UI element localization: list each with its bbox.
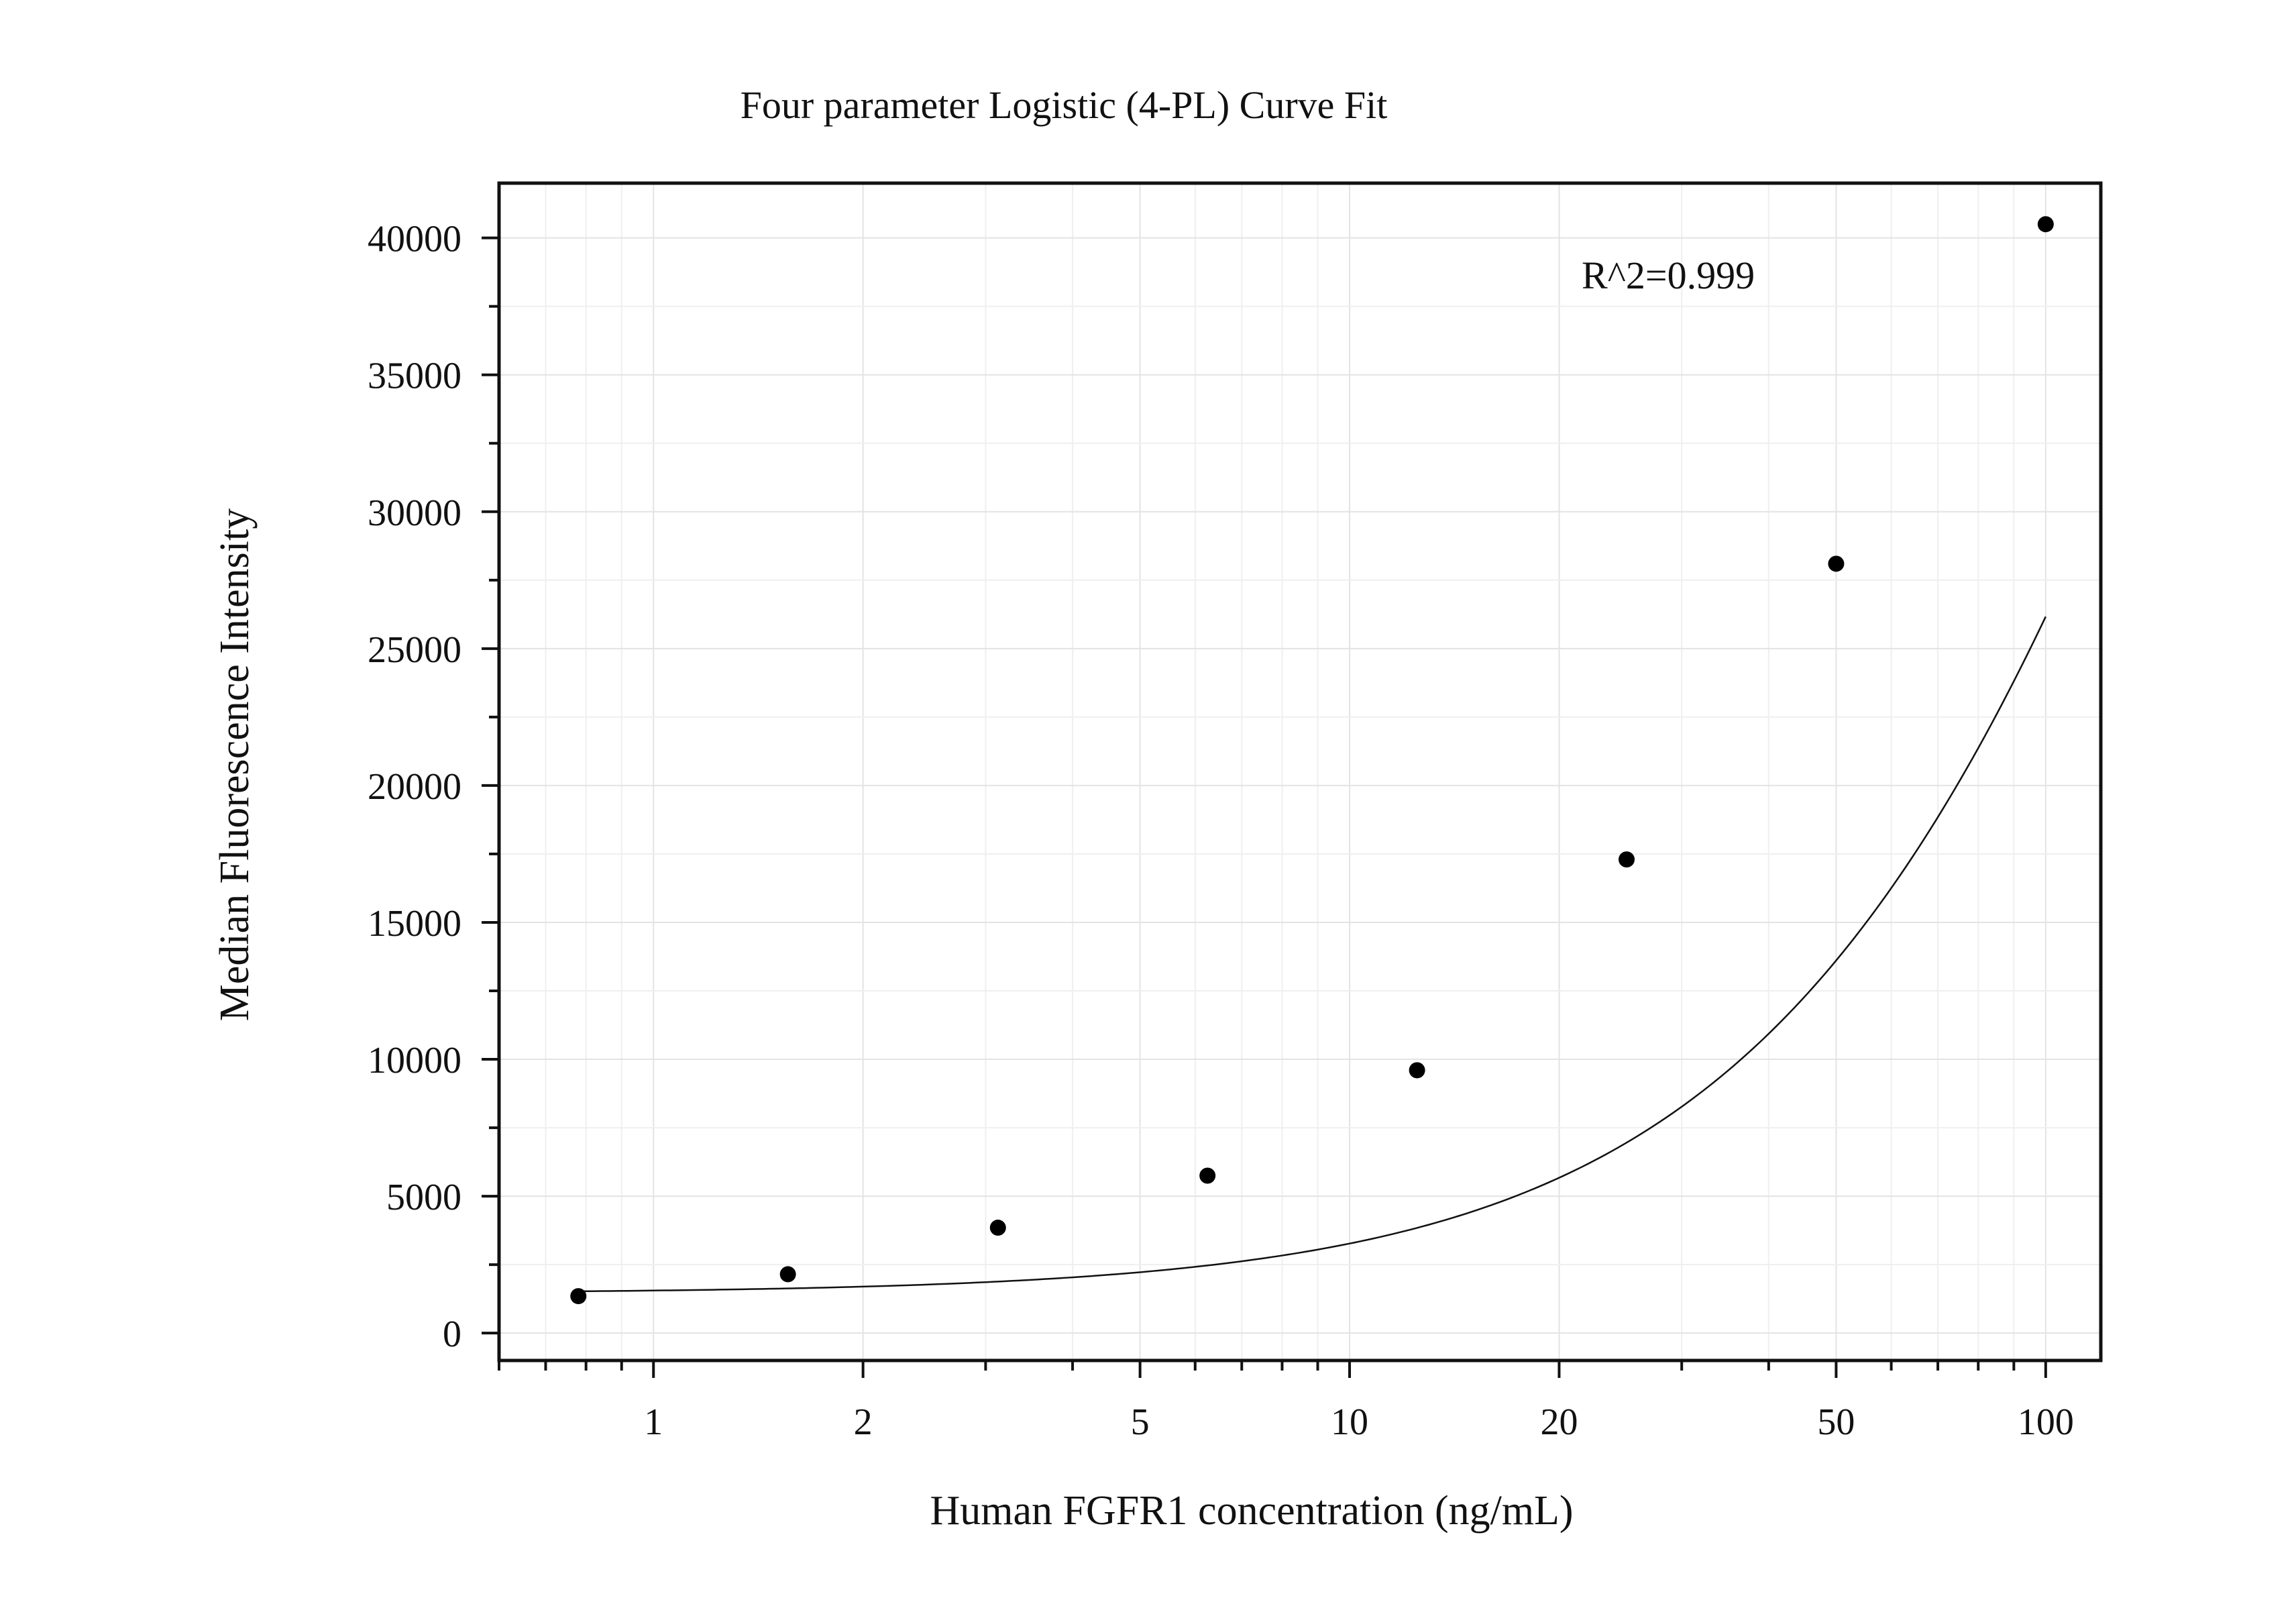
- x-tick-label: 20: [1540, 1401, 1578, 1443]
- fit-curve: [578, 616, 2046, 1293]
- tick-labels: 1 2 5 10 20 50 100 0 5000 10000 15000 20000 25000 300…: [368, 219, 2074, 1443]
- y-tick-label: 40000: [368, 219, 461, 260]
- data-point: [1409, 1062, 1425, 1079]
- data-point: [1619, 851, 1635, 868]
- x-axis-label: Human FGFR1 concentration (ng/mL): [930, 1488, 1573, 1534]
- grid: [498, 183, 2101, 1360]
- x-tick-label: 50: [1817, 1401, 1855, 1443]
- y-tick-label: 5000: [386, 1177, 461, 1218]
- x-tick-label: 100: [2018, 1401, 2074, 1443]
- y-tick-label: 0: [443, 1314, 461, 1355]
- data-point: [2037, 216, 2054, 233]
- x-tick-label: 1: [644, 1401, 663, 1443]
- data-point: [570, 1288, 587, 1305]
- data-point: [1199, 1167, 1216, 1184]
- plot-frame: [497, 181, 2103, 1362]
- y-tick-label: 35000: [368, 356, 461, 397]
- data-point: [989, 1220, 1006, 1236]
- data-point: [1828, 555, 1845, 572]
- x-tick-label: 10: [1331, 1401, 1368, 1443]
- data-points: [570, 216, 2054, 1305]
- x-tick-label: 2: [854, 1401, 873, 1443]
- r-squared-annotation: R^2=0.999: [1582, 254, 1755, 297]
- y-tick-label: 10000: [368, 1040, 461, 1081]
- y-tick-label: 20000: [368, 766, 461, 808]
- y-tick-label: 30000: [368, 492, 461, 534]
- data-point: [779, 1266, 796, 1283]
- axis-ticks: [482, 236, 2047, 1378]
- fit-curve-layer: [578, 616, 2046, 1293]
- y-tick-label: 25000: [368, 629, 461, 671]
- chart-title: Four parameter Logistic (4-PL) Curve Fit: [741, 83, 1388, 127]
- y-axis-label: Median Fluorescence Intensity: [212, 509, 258, 1021]
- x-tick-label: 5: [1131, 1401, 1150, 1443]
- y-tick-label: 15000: [368, 903, 461, 945]
